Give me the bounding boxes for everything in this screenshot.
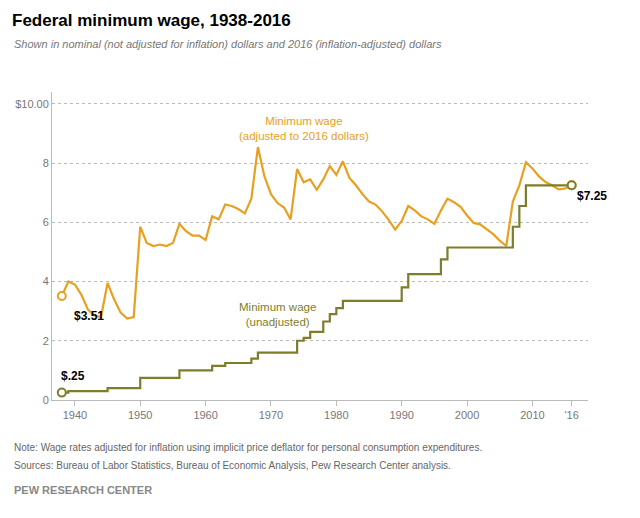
- svg-text:'16: '16: [564, 409, 578, 421]
- svg-text:$10.00: $10.00: [15, 98, 49, 110]
- svg-text:0: 0: [43, 394, 49, 406]
- svg-text:1960: 1960: [193, 409, 217, 421]
- svg-text:8: 8: [43, 157, 49, 169]
- svg-text:1940: 1940: [63, 409, 87, 421]
- svg-text:1990: 1990: [389, 409, 413, 421]
- svg-text:2: 2: [43, 335, 49, 347]
- svg-text:PEW RESEARCH CENTER: PEW RESEARCH CENTER: [14, 484, 152, 496]
- svg-text:2010: 2010: [520, 409, 544, 421]
- svg-text:2000: 2000: [455, 409, 479, 421]
- svg-text:Note: Wage rates adjusted for: Note: Wage rates adjusted for inflation …: [14, 442, 482, 453]
- svg-text:$3.51: $3.51: [74, 309, 104, 323]
- svg-text:Minimum wage(adjusted to 2016: Minimum wage(adjusted to 2016 dollars): [239, 115, 369, 142]
- svg-text:1950: 1950: [128, 409, 152, 421]
- svg-text:Minimum wage(unadjusted): Minimum wage(unadjusted): [239, 301, 316, 328]
- svg-text:4: 4: [43, 275, 49, 287]
- svg-text:Shown in nominal (not adjusted: Shown in nominal (not adjusted for infla…: [14, 38, 442, 50]
- svg-text:1980: 1980: [324, 409, 348, 421]
- svg-text:$.25: $.25: [61, 369, 85, 383]
- svg-text:$7.25: $7.25: [577, 189, 607, 203]
- svg-text:Sources: Bureau of Labor Stati: Sources: Bureau of Labor Statistics, Bur…: [14, 460, 451, 471]
- svg-text:6: 6: [43, 216, 49, 228]
- svg-text:Federal minimum wage, 1938-201: Federal minimum wage, 1938-2016: [12, 11, 291, 30]
- svg-text:1970: 1970: [259, 409, 283, 421]
